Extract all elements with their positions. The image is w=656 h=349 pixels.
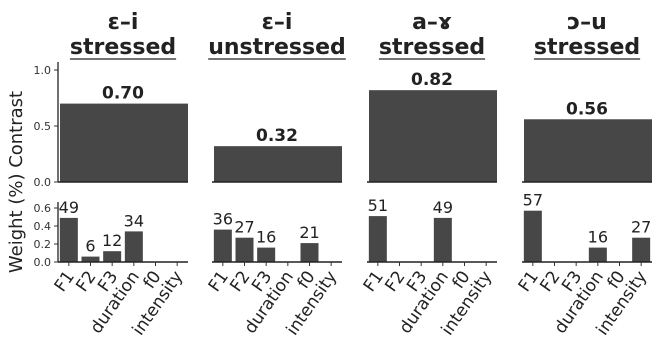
weight-value-label: 16 xyxy=(256,228,276,247)
contrast-value-label: 0.56 xyxy=(566,99,608,119)
weight-value-label: 34 xyxy=(124,211,144,230)
weight-bar xyxy=(433,217,452,262)
weight-value-label: 12 xyxy=(102,231,122,250)
weight-value-label: 27 xyxy=(631,218,651,237)
weight-value-label: 51 xyxy=(368,196,388,215)
weight-value-label: 57 xyxy=(523,191,543,210)
weight-value-label: 36 xyxy=(213,210,233,229)
weight-value-label: 21 xyxy=(299,223,319,242)
contrast-tick-label: 0.0 xyxy=(34,176,52,189)
weight-bar xyxy=(300,243,319,262)
weight-tick-label: 0.4 xyxy=(34,220,52,233)
contrast-bar xyxy=(60,103,188,182)
weight-tick-label: 0.6 xyxy=(34,202,52,215)
panel-title-line1: a–ɤ xyxy=(412,10,452,35)
panel-title-line2: stressed xyxy=(70,35,176,60)
y-axis-label: Weight (%) Contrast xyxy=(6,91,27,273)
weight-value-label: 6 xyxy=(85,237,95,256)
weight-bar xyxy=(81,256,100,262)
contrast-tick-label: 0.5 xyxy=(34,120,52,133)
panel-title-line1: ɔ–u xyxy=(567,10,607,35)
weight-value-label: 49 xyxy=(433,198,453,217)
panel-4: ɔ–ustressed0.56571627F1F2F3durationf0int… xyxy=(515,10,652,339)
panel-title-line2: stressed xyxy=(534,35,640,60)
weight-bar xyxy=(213,229,232,262)
weight-value-label: 16 xyxy=(588,228,608,247)
contrast-value-label: 0.82 xyxy=(411,70,453,90)
contrast-bar xyxy=(524,119,652,182)
weight-tick-label: 0.0 xyxy=(34,256,52,269)
weight-value-label: 27 xyxy=(234,218,254,237)
panel-title-line2: unstressed xyxy=(208,35,346,60)
weight-value-label: 49 xyxy=(59,198,79,217)
weight-bar xyxy=(124,231,143,262)
contrast-value-label: 0.70 xyxy=(102,84,144,104)
weight-bar xyxy=(257,247,276,262)
contrast-tick-label: 1.0 xyxy=(34,64,52,77)
contrast-value-label: 0.32 xyxy=(256,126,298,146)
contrast-bar xyxy=(214,146,342,182)
panel-title-line2: stressed xyxy=(379,35,485,60)
panel-title-line1: ɛ–i xyxy=(108,10,139,35)
weight-bar xyxy=(59,217,78,262)
weight-tick-label: 0.2 xyxy=(34,238,52,251)
weight-bar xyxy=(523,210,542,262)
weight-bar xyxy=(632,237,651,262)
weight-bar xyxy=(368,216,387,262)
panel-title-line1: ɛ–i xyxy=(262,10,293,35)
weight-bar xyxy=(103,251,122,262)
weight-bar xyxy=(588,247,607,262)
weight-bar xyxy=(235,237,254,262)
contrast-bar xyxy=(369,90,497,182)
